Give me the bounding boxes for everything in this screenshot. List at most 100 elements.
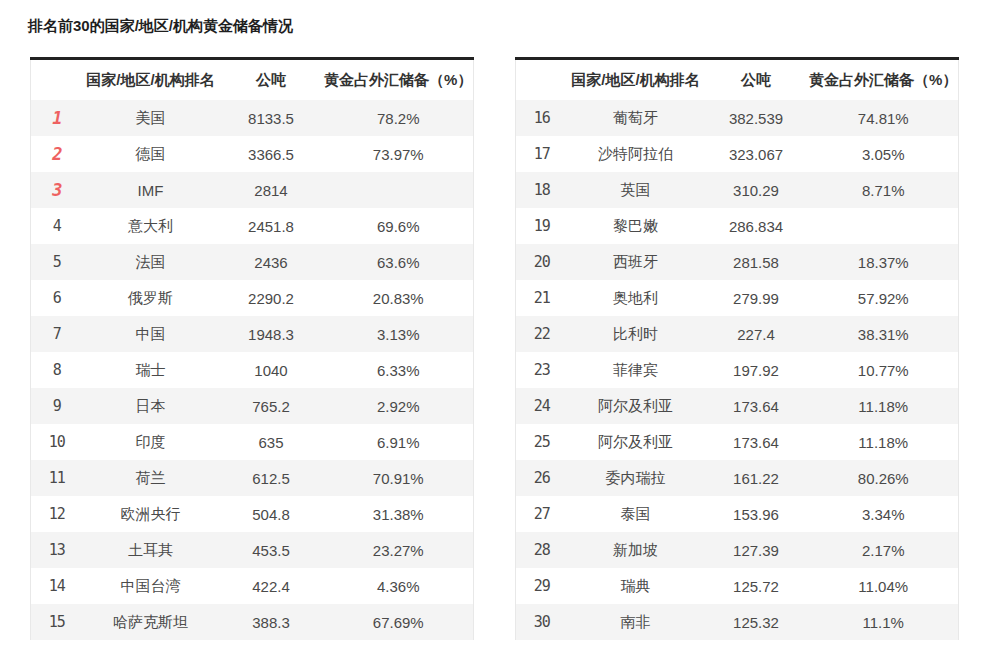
table-row: 6俄罗斯2290.220.83% [31, 280, 474, 316]
percent-column-header: 黄金占外汇储备（%） [809, 59, 959, 101]
country-cell: 瑞典 [568, 568, 704, 604]
table-row: 20西班牙281.5818.37% [516, 244, 959, 280]
table-row: 24阿尔及利亚173.6411.18% [516, 388, 959, 424]
country-cell: 美国 [83, 100, 219, 136]
tonnes-cell: 1040 [219, 352, 324, 388]
tonnes-cell: 281.58 [704, 244, 809, 280]
table-row: 8瑞士10406.33% [31, 352, 474, 388]
country-cell: 法国 [83, 244, 219, 280]
country-cell: 印度 [83, 424, 219, 460]
header-row: 国家/地区/机构排名 公吨 黄金占外汇储备（%） [516, 59, 959, 101]
percent-cell: 8.71% [809, 172, 959, 208]
tonnes-cell: 3366.5 [219, 136, 324, 172]
rank-cell: 9 [31, 388, 83, 424]
table-row: 5法国243663.6% [31, 244, 474, 280]
table-row: 16葡萄牙382.53974.81% [516, 100, 959, 136]
rank-cell: 17 [516, 136, 568, 172]
table-row: 12欧洲央行504.831.38% [31, 496, 474, 532]
rank-cell: 10 [31, 424, 83, 460]
rank-cell: 4 [31, 208, 83, 244]
table-body: 1美国8133.578.2%2德国3366.573.97%3IMF28144意大… [31, 100, 474, 640]
tonnes-cell: 286.834 [704, 208, 809, 244]
rank-cell: 13 [31, 532, 83, 568]
percent-cell: 3.34% [809, 496, 959, 532]
table-row: 23菲律宾197.9210.77% [516, 352, 959, 388]
tonnes-cell: 635 [219, 424, 324, 460]
tonnes-cell: 422.4 [219, 568, 324, 604]
percent-cell: 6.33% [324, 352, 474, 388]
rank-cell: 29 [516, 568, 568, 604]
percent-cell: 69.6% [324, 208, 474, 244]
rank-cell: 21 [516, 280, 568, 316]
table-row: 10印度6356.91% [31, 424, 474, 460]
country-column-header: 国家/地区/机构排名 [568, 59, 704, 101]
tonnes-cell: 161.22 [704, 460, 809, 496]
country-cell: 泰国 [568, 496, 704, 532]
tonnes-cell: 453.5 [219, 532, 324, 568]
percent-cell: 11.1% [809, 604, 959, 640]
table-row: 21奥地利279.9957.92% [516, 280, 959, 316]
percent-cell: 3.13% [324, 316, 474, 352]
country-cell: 中国 [83, 316, 219, 352]
rank-cell: 30 [516, 604, 568, 640]
rank-cell: 3 [31, 172, 83, 208]
rank-cell: 12 [31, 496, 83, 532]
table-body: 16葡萄牙382.53974.81%17沙特阿拉伯323.0673.05%18英… [516, 100, 959, 640]
rank-cell: 11 [31, 460, 83, 496]
rank-cell: 15 [31, 604, 83, 640]
rank-cell: 28 [516, 532, 568, 568]
percent-cell: 73.97% [324, 136, 474, 172]
country-cell: 英国 [568, 172, 704, 208]
percent-cell: 63.6% [324, 244, 474, 280]
percent-cell: 31.38% [324, 496, 474, 532]
country-cell: 瑞士 [83, 352, 219, 388]
rank-cell: 5 [31, 244, 83, 280]
tonnes-cell: 127.39 [704, 532, 809, 568]
table-row: 4意大利2451.869.6% [31, 208, 474, 244]
country-cell: 阿尔及利亚 [568, 424, 704, 460]
tonnes-cell: 765.2 [219, 388, 324, 424]
rank-cell: 18 [516, 172, 568, 208]
tonnes-column-header: 公吨 [219, 59, 324, 101]
table-row: 27泰国153.963.34% [516, 496, 959, 532]
rank-cell: 7 [31, 316, 83, 352]
country-cell: 沙特阿拉伯 [568, 136, 704, 172]
table-row: 7中国1948.33.13% [31, 316, 474, 352]
percent-cell [324, 172, 474, 208]
rank-cell: 8 [31, 352, 83, 388]
percent-cell: 11.04% [809, 568, 959, 604]
tonnes-cell: 2814 [219, 172, 324, 208]
rank-cell: 23 [516, 352, 568, 388]
gold-reserves-table-ranks-16-30: 国家/地区/机构排名 公吨 黄金占外汇储备（%） 16葡萄牙382.53974.… [515, 57, 959, 640]
rank-cell: 1 [31, 100, 83, 136]
country-cell: 德国 [83, 136, 219, 172]
table-row: 11荷兰612.570.91% [31, 460, 474, 496]
country-cell: 中国台湾 [83, 568, 219, 604]
tonnes-cell: 2290.2 [219, 280, 324, 316]
tonnes-cell: 153.96 [704, 496, 809, 532]
rank-cell: 20 [516, 244, 568, 280]
page: 排名前30的国家/地区/机构黄金储备情况 国家/地区/机构排名 公吨 黄金占外汇… [0, 0, 989, 651]
rank-cell: 25 [516, 424, 568, 460]
table-row: 30南非125.3211.1% [516, 604, 959, 640]
table-row: 1美国8133.578.2% [31, 100, 474, 136]
table-row: 3IMF2814 [31, 172, 474, 208]
percent-cell: 80.26% [809, 460, 959, 496]
rank-cell: 19 [516, 208, 568, 244]
tonnes-cell: 8133.5 [219, 100, 324, 136]
percent-cell: 74.81% [809, 100, 959, 136]
percent-cell: 20.83% [324, 280, 474, 316]
percent-cell: 38.31% [809, 316, 959, 352]
percent-cell: 70.91% [324, 460, 474, 496]
country-cell: IMF [83, 172, 219, 208]
tonnes-cell: 125.72 [704, 568, 809, 604]
country-column-header: 国家/地区/机构排名 [83, 59, 219, 101]
country-cell: 意大利 [83, 208, 219, 244]
rank-cell: 26 [516, 460, 568, 496]
tonnes-cell: 197.92 [704, 352, 809, 388]
percent-cell: 4.36% [324, 568, 474, 604]
tonnes-cell: 227.4 [704, 316, 809, 352]
table-row: 18英国310.298.71% [516, 172, 959, 208]
tonnes-cell: 173.64 [704, 424, 809, 460]
table-row: 9日本765.22.92% [31, 388, 474, 424]
